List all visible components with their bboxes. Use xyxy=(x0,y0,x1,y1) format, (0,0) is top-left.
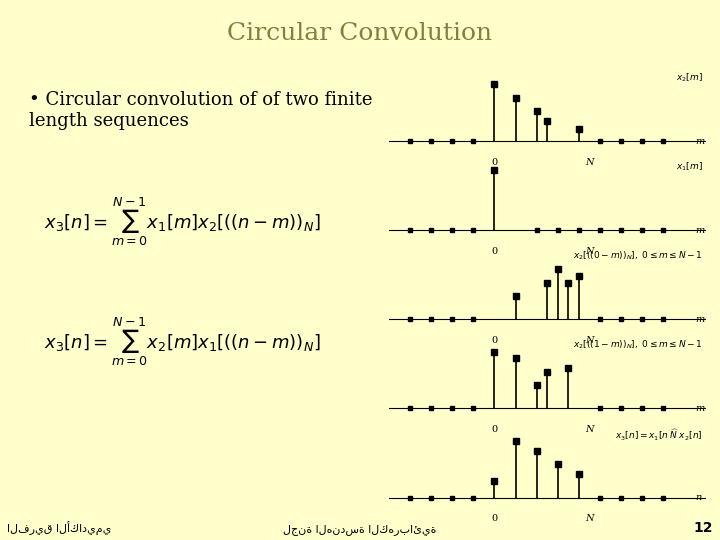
Text: لجنة الهندسة الكهربائية: لجنة الهندسة الكهربائية xyxy=(283,524,437,535)
Text: • Circular convolution of of two finite
length sequences: • Circular convolution of of two finite … xyxy=(30,91,373,130)
Text: الفريق الأكاديمي: الفريق الأكاديمي xyxy=(7,521,112,535)
Text: N: N xyxy=(585,425,594,434)
Text: m: m xyxy=(695,315,704,324)
Text: N: N xyxy=(585,158,594,167)
Text: 0: 0 xyxy=(491,247,498,256)
Text: m: m xyxy=(695,404,704,413)
Text: Circular Convolution: Circular Convolution xyxy=(228,22,492,45)
Text: 0: 0 xyxy=(491,425,498,434)
Text: $x_3[n] = x_1[n\; \widehat{N}\; x_2[n]$: $x_3[n] = x_1[n\; \widehat{N}\; x_2[n]$ xyxy=(615,428,703,443)
Text: 0: 0 xyxy=(491,514,498,523)
Text: N: N xyxy=(585,336,594,345)
Text: 0: 0 xyxy=(491,336,498,345)
Text: N: N xyxy=(585,514,594,523)
Text: $x_2[((1-m))_N],\; 0 \leq m \leq N-1$: $x_2[((1-m))_N],\; 0 \leq m \leq N-1$ xyxy=(572,339,703,352)
Text: m: m xyxy=(695,226,704,235)
Text: 0: 0 xyxy=(491,158,498,167)
Text: 12: 12 xyxy=(693,521,713,535)
Text: $x_1[m]$: $x_1[m]$ xyxy=(675,161,703,173)
Text: N: N xyxy=(585,247,594,256)
Text: n: n xyxy=(695,493,701,502)
Text: $x_3[n]=\sum_{m=0}^{N-1}x_1[m]x_2[((n-m))_N]$: $x_3[n]=\sum_{m=0}^{N-1}x_1[m]x_2[((n-m)… xyxy=(45,195,321,248)
Text: $x_3[n]=\sum_{m=0}^{N-1}x_2[m]x_1[((n-m))_N]$: $x_3[n]=\sum_{m=0}^{N-1}x_2[m]x_1[((n-m)… xyxy=(45,315,321,368)
Text: m: m xyxy=(695,137,704,146)
Text: $x_2[((0-m))_N],\; 0 \leq m \leq N-1$: $x_2[((0-m))_N],\; 0 \leq m \leq N-1$ xyxy=(572,250,703,262)
Text: $x_2[m]$: $x_2[m]$ xyxy=(675,72,703,84)
